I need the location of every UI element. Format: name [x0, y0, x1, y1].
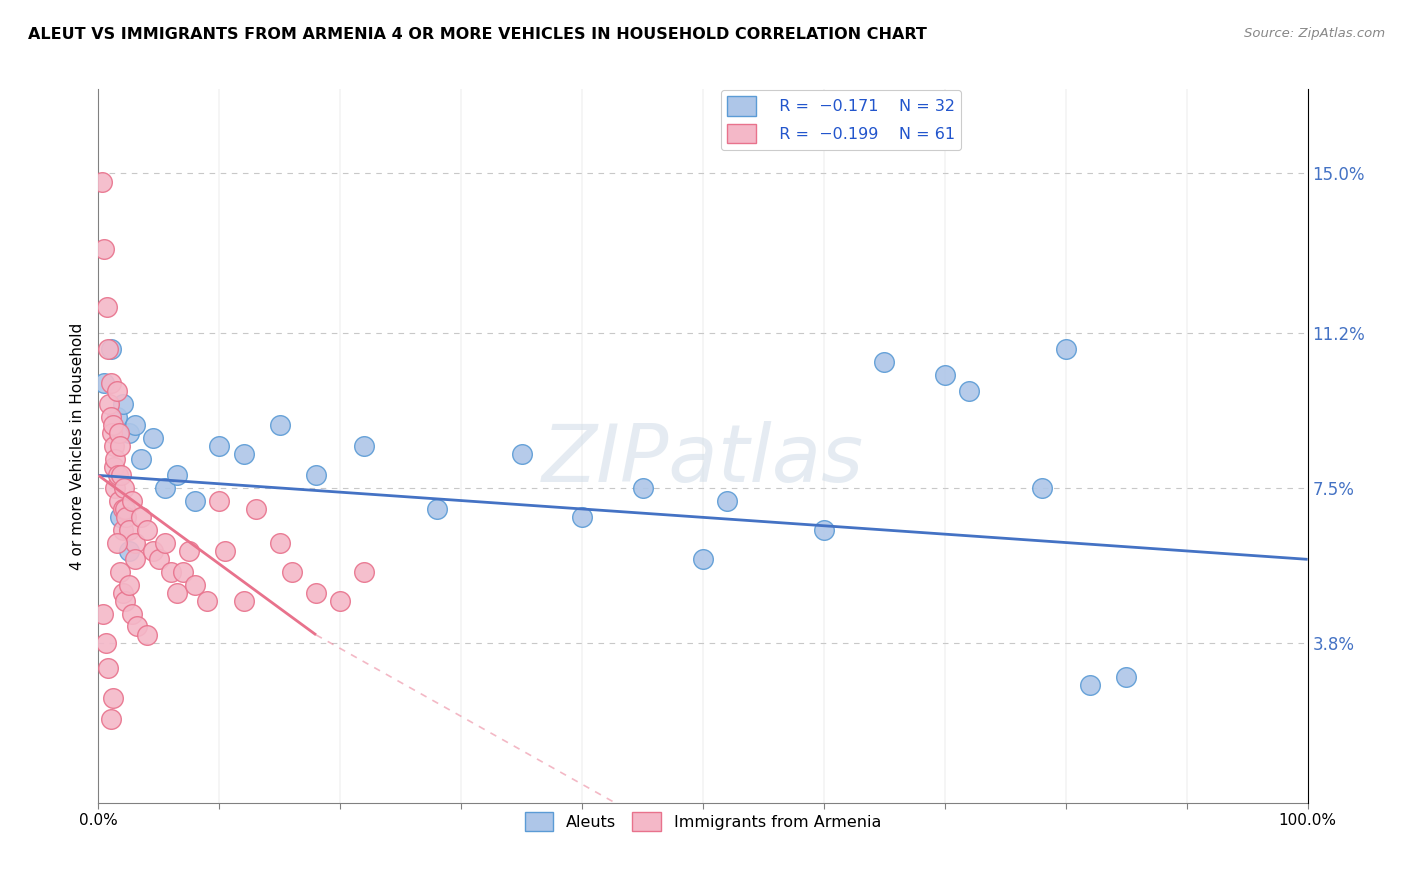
- Point: [329, 594, 352, 608]
- Point: [108, 439, 131, 453]
- Point: [112, 481, 135, 495]
- Point: [94, 636, 117, 650]
- Point: [1115, 670, 1137, 684]
- Point: [105, 384, 128, 399]
- Point: [1054, 343, 1077, 357]
- Point: [114, 502, 136, 516]
- Point: [111, 397, 134, 411]
- Point: [245, 502, 267, 516]
- Point: [107, 468, 129, 483]
- Point: [104, 451, 127, 466]
- Point: [571, 510, 593, 524]
- Point: [101, 690, 124, 705]
- Point: [111, 586, 134, 600]
- Point: [153, 481, 176, 495]
- Point: [716, 493, 738, 508]
- Point: [153, 535, 176, 549]
- Point: [148, 552, 170, 566]
- Point: [305, 586, 328, 600]
- Point: [127, 619, 149, 633]
- Point: [104, 481, 127, 495]
- Point: [166, 586, 188, 600]
- Point: [108, 510, 131, 524]
- Point: [305, 468, 328, 483]
- Legend: Aleuts, Immigrants from Armenia: Aleuts, Immigrants from Armenia: [519, 805, 887, 838]
- Point: [166, 468, 188, 483]
- Point: [269, 535, 291, 549]
- Point: [160, 565, 183, 579]
- Point: [103, 439, 125, 453]
- Point: [93, 376, 115, 390]
- Point: [129, 451, 152, 466]
- Point: [142, 544, 165, 558]
- Point: [269, 417, 291, 432]
- Point: [118, 426, 141, 441]
- Point: [281, 565, 304, 579]
- Point: [172, 565, 194, 579]
- Point: [93, 242, 115, 256]
- Point: [510, 447, 533, 461]
- Point: [121, 607, 143, 621]
- Text: Source: ZipAtlas.com: Source: ZipAtlas.com: [1244, 27, 1385, 40]
- Point: [813, 523, 835, 537]
- Point: [105, 409, 128, 424]
- Point: [96, 301, 118, 315]
- Point: [108, 426, 131, 441]
- Point: [1031, 481, 1053, 495]
- Point: [184, 493, 207, 508]
- Text: ZIPatlas: ZIPatlas: [541, 421, 865, 500]
- Point: [97, 661, 120, 675]
- Point: [124, 552, 146, 566]
- Point: [118, 544, 141, 558]
- Point: [232, 594, 254, 608]
- Point: [353, 565, 375, 579]
- Point: [118, 523, 141, 537]
- Point: [98, 397, 121, 411]
- Point: [108, 493, 131, 508]
- Point: [114, 594, 136, 608]
- Point: [934, 368, 956, 382]
- Point: [124, 417, 146, 432]
- Point: [179, 544, 201, 558]
- Point: [111, 523, 134, 537]
- Point: [135, 628, 157, 642]
- Point: [142, 431, 165, 445]
- Point: [129, 510, 152, 524]
- Point: [692, 552, 714, 566]
- Point: [101, 417, 124, 432]
- Point: [111, 502, 134, 516]
- Point: [184, 577, 207, 591]
- Point: [208, 439, 231, 453]
- Point: [957, 384, 980, 399]
- Point: [100, 712, 122, 726]
- Point: [103, 460, 125, 475]
- Point: [214, 544, 236, 558]
- Point: [208, 493, 231, 508]
- Point: [91, 175, 114, 189]
- Point: [97, 343, 120, 357]
- Point: [91, 607, 114, 621]
- Point: [100, 409, 122, 424]
- Point: [108, 565, 131, 579]
- Point: [121, 493, 143, 508]
- Point: [232, 447, 254, 461]
- Point: [1078, 678, 1101, 692]
- Point: [353, 439, 375, 453]
- Point: [100, 426, 122, 441]
- Point: [631, 481, 654, 495]
- Point: [873, 355, 896, 369]
- Point: [124, 535, 146, 549]
- Point: [100, 376, 122, 390]
- Point: [135, 523, 157, 537]
- Y-axis label: 4 or more Vehicles in Household: 4 or more Vehicles in Household: [70, 322, 86, 570]
- Point: [426, 502, 449, 516]
- Point: [110, 468, 132, 483]
- Point: [118, 577, 141, 591]
- Point: [105, 535, 128, 549]
- Point: [195, 594, 218, 608]
- Point: [115, 510, 138, 524]
- Point: [100, 343, 122, 357]
- Text: ALEUT VS IMMIGRANTS FROM ARMENIA 4 OR MORE VEHICLES IN HOUSEHOLD CORRELATION CHA: ALEUT VS IMMIGRANTS FROM ARMENIA 4 OR MO…: [28, 27, 927, 42]
